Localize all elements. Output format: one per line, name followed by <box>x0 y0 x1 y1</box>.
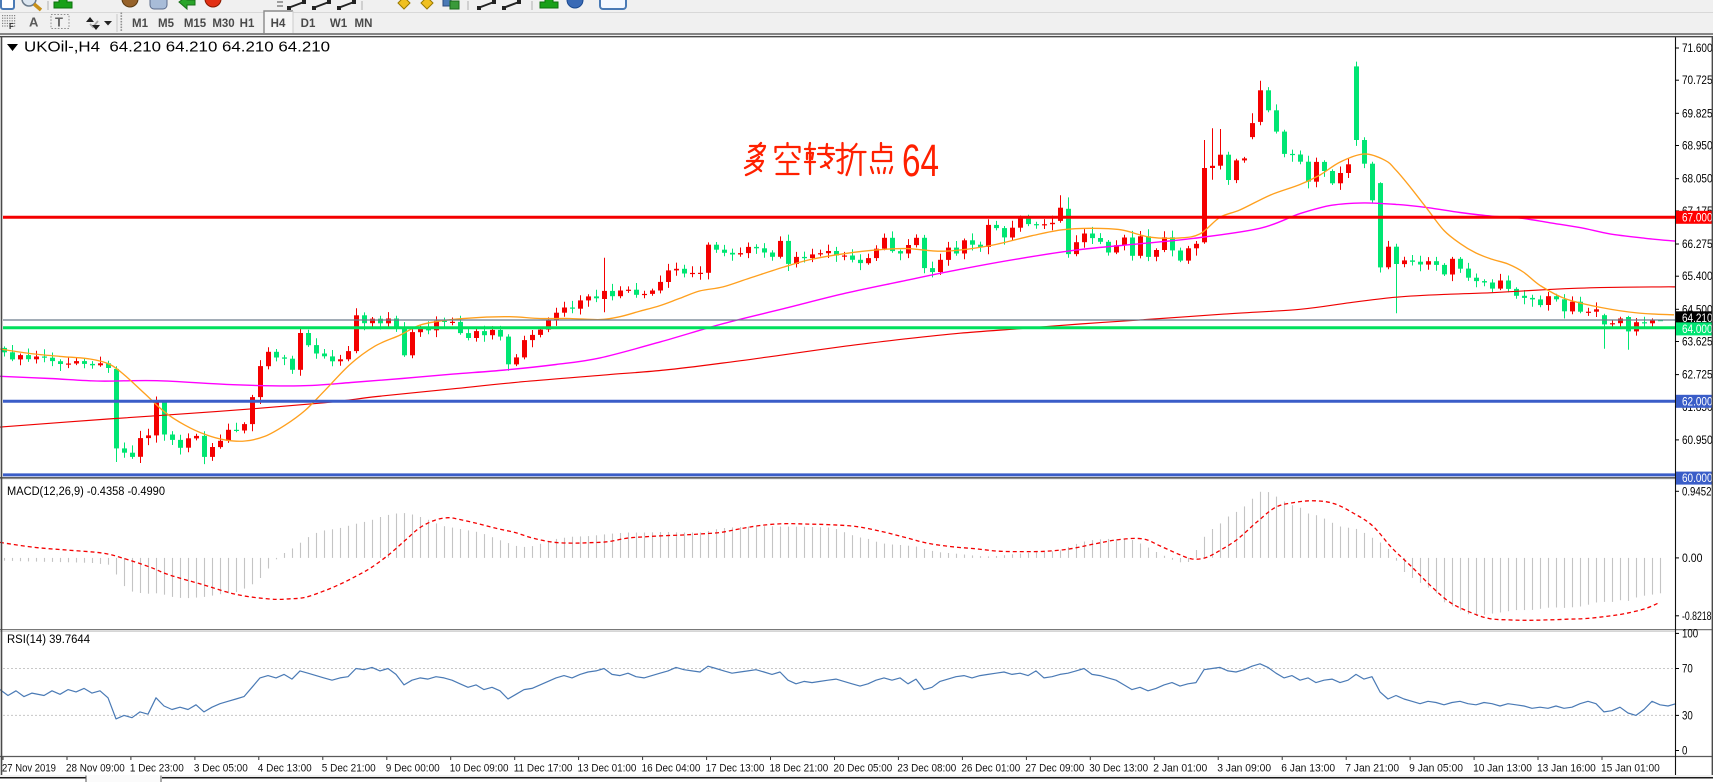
svg-text:MACD(12,26,9) -0.4358 -0.4990: MACD(12,26,9) -0.4358 -0.4990 <box>7 486 165 498</box>
svg-text:64: 64 <box>902 135 939 186</box>
svg-text:H4: H4 <box>271 18 286 30</box>
svg-text:2 Jan 01:00: 2 Jan 01:00 <box>1153 763 1207 775</box>
svg-text:30: 30 <box>1682 710 1693 722</box>
svg-text:16 Dec 04:00: 16 Dec 04:00 <box>642 763 701 775</box>
svg-text:65.400: 65.400 <box>1682 271 1713 283</box>
svg-text:60.950: 60.950 <box>1682 435 1713 447</box>
svg-text:0: 0 <box>1682 746 1687 758</box>
svg-text:71.600: 71.600 <box>1682 43 1713 55</box>
svg-text:H1: H1 <box>240 18 255 30</box>
svg-text:T: T <box>55 15 63 30</box>
svg-text:68.950: 68.950 <box>1682 141 1713 153</box>
svg-text:M1: M1 <box>132 18 149 30</box>
svg-text:17 Dec 13:00: 17 Dec 13:00 <box>706 763 765 775</box>
svg-text:0.9452: 0.9452 <box>1682 486 1712 498</box>
svg-text:UKOil-,H4 64.210 64.210 64.21: UKOil-,H4 64.210 64.210 64.210 64.210 <box>24 40 330 56</box>
svg-text:69.825: 69.825 <box>1682 108 1713 120</box>
svg-text:4 Dec 13:00: 4 Dec 13:00 <box>258 763 312 775</box>
svg-text:70: 70 <box>1682 664 1693 676</box>
svg-text:-0.8218: -0.8218 <box>1682 611 1712 623</box>
svg-text:13 Jan 16:00: 13 Jan 16:00 <box>1537 763 1596 775</box>
svg-text:15 Jan 01:00: 15 Jan 01:00 <box>1601 763 1660 775</box>
svg-text:M5: M5 <box>158 18 175 30</box>
svg-text:10 Dec 09:00: 10 Dec 09:00 <box>450 763 509 775</box>
svg-text:62.725: 62.725 <box>1682 370 1713 382</box>
svg-text:7 Jan 21:00: 7 Jan 21:00 <box>1345 763 1399 775</box>
svg-text:27 Dec 09:00: 27 Dec 09:00 <box>1025 763 1084 775</box>
svg-text:27 Nov 2019: 27 Nov 2019 <box>2 763 56 775</box>
svg-text:64.000: 64.000 <box>1682 324 1713 336</box>
svg-text:9 Dec 00:00: 9 Dec 00:00 <box>386 763 440 775</box>
svg-text:MN: MN <box>355 18 373 30</box>
svg-text:23 Dec 08:00: 23 Dec 08:00 <box>897 763 956 775</box>
svg-text:5 Dec 21:00: 5 Dec 21:00 <box>322 763 376 775</box>
svg-text:9 Jan 05:00: 9 Jan 05:00 <box>1409 763 1463 775</box>
svg-text:66.275: 66.275 <box>1682 239 1713 251</box>
svg-text:A: A <box>29 15 39 30</box>
svg-text:68.050: 68.050 <box>1682 174 1713 186</box>
svg-text:26 Dec 01:00: 26 Dec 01:00 <box>961 763 1020 775</box>
svg-text:13 Dec 01:00: 13 Dec 01:00 <box>578 763 637 775</box>
svg-text:10 Jan 13:00: 10 Jan 13:00 <box>1473 763 1532 775</box>
svg-text:1 Dec 23:00: 1 Dec 23:00 <box>130 763 184 775</box>
svg-text:63.625: 63.625 <box>1682 337 1713 349</box>
svg-text:W1: W1 <box>330 18 348 30</box>
svg-text:100: 100 <box>1682 628 1698 640</box>
svg-text:62.000: 62.000 <box>1682 396 1713 408</box>
svg-text:M30: M30 <box>212 18 234 30</box>
svg-text:67.000: 67.000 <box>1682 212 1713 224</box>
svg-text:3 Dec 05:00: 3 Dec 05:00 <box>194 763 248 775</box>
svg-text:64.210: 64.210 <box>1682 313 1713 325</box>
svg-text:3 Jan 09:00: 3 Jan 09:00 <box>1217 763 1271 775</box>
svg-text:18 Dec 21:00: 18 Dec 21:00 <box>770 763 829 775</box>
svg-text:20 Dec 05:00: 20 Dec 05:00 <box>834 763 893 775</box>
svg-text:28 Nov 09:00: 28 Nov 09:00 <box>66 763 125 775</box>
svg-text:D1: D1 <box>301 18 316 30</box>
svg-text:11 Dec 17:00: 11 Dec 17:00 <box>514 763 573 775</box>
svg-text:RSI(14) 39.7644: RSI(14) 39.7644 <box>7 634 91 646</box>
svg-text:F: F <box>9 22 14 31</box>
svg-text:6 Jan 13:00: 6 Jan 13:00 <box>1281 763 1335 775</box>
svg-text:70.725: 70.725 <box>1682 75 1713 87</box>
svg-text:30 Dec 13:00: 30 Dec 13:00 <box>1089 763 1148 775</box>
svg-text:M15: M15 <box>184 18 207 30</box>
svg-text:0.00: 0.00 <box>1682 553 1702 565</box>
svg-text:60.000: 60.000 <box>1682 473 1713 485</box>
